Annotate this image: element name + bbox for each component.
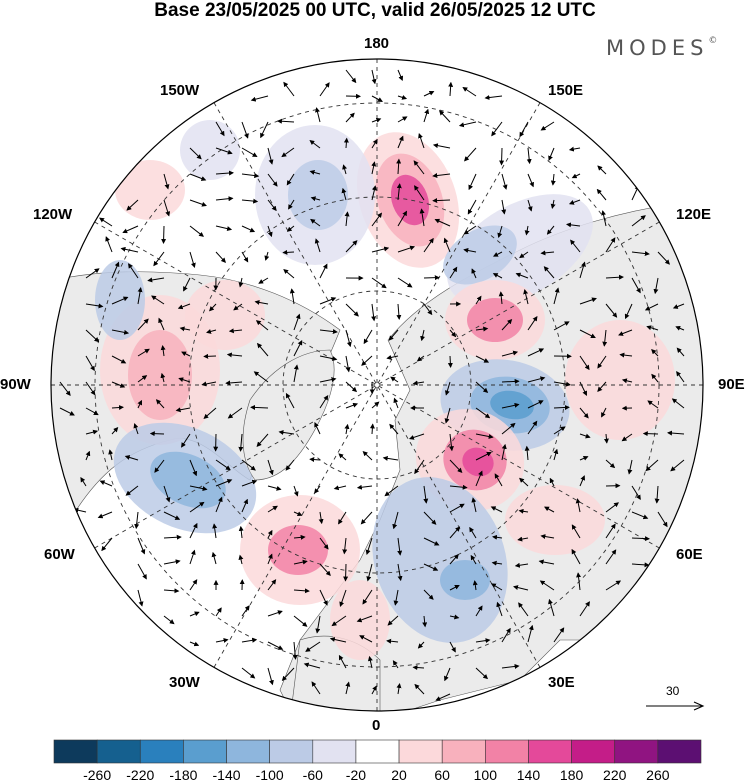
colorbar-tick-label: 180 [559,767,584,783]
colorbar-tick-label: -260 [83,767,112,783]
lon-label-150e: 150E [548,82,584,99]
lon-label-120w: 120W [33,206,73,223]
colorbar-tick-label: -20 [345,767,367,783]
lon-label-30w: 30W [169,674,200,691]
wind-reference-arrow [646,701,705,711]
map-title: Base 23/05/2025 00 UTC, valid 26/05/2025… [154,0,596,21]
colorbar-tick-label: -60 [302,767,323,783]
lon-label-150w: 150W [160,82,200,99]
wind-reference-value: 30 [666,684,680,698]
lon-label-60w: 60W [44,546,75,563]
colorbar-tick-label: -140 [212,767,241,783]
lon-label-90e: 90E [718,376,745,393]
lon-label-0: 0 [372,717,381,734]
lon-label-90w: 90W [0,376,31,393]
colorbar-tick-label: -220 [126,767,155,783]
lon-label-60e: 60E [676,546,703,563]
colorbar [53,739,702,764]
height-anomaly-fields [95,120,675,660]
lon-label-180: 180 [364,35,390,52]
colorbar-tick-label: 100 [473,767,498,783]
colorbar-tick-label: -180 [169,767,198,783]
colorbar-tick-label: 60 [434,767,450,783]
wind-vectors [59,69,685,701]
colorbar-tick-label: -100 [255,767,284,783]
greenland-land [242,349,335,481]
colorbar-tick-label: 260 [646,767,670,783]
colorbar-tick-label: 140 [516,767,541,783]
map-border [50,58,704,712]
lon-label-120e: 120E [676,206,712,223]
colorbar-tick-label: 20 [391,767,407,783]
lon-label-30e: 30E [548,674,575,691]
modes-logo: MODES© [606,36,718,60]
colorbar-tick-label: 220 [603,767,627,783]
